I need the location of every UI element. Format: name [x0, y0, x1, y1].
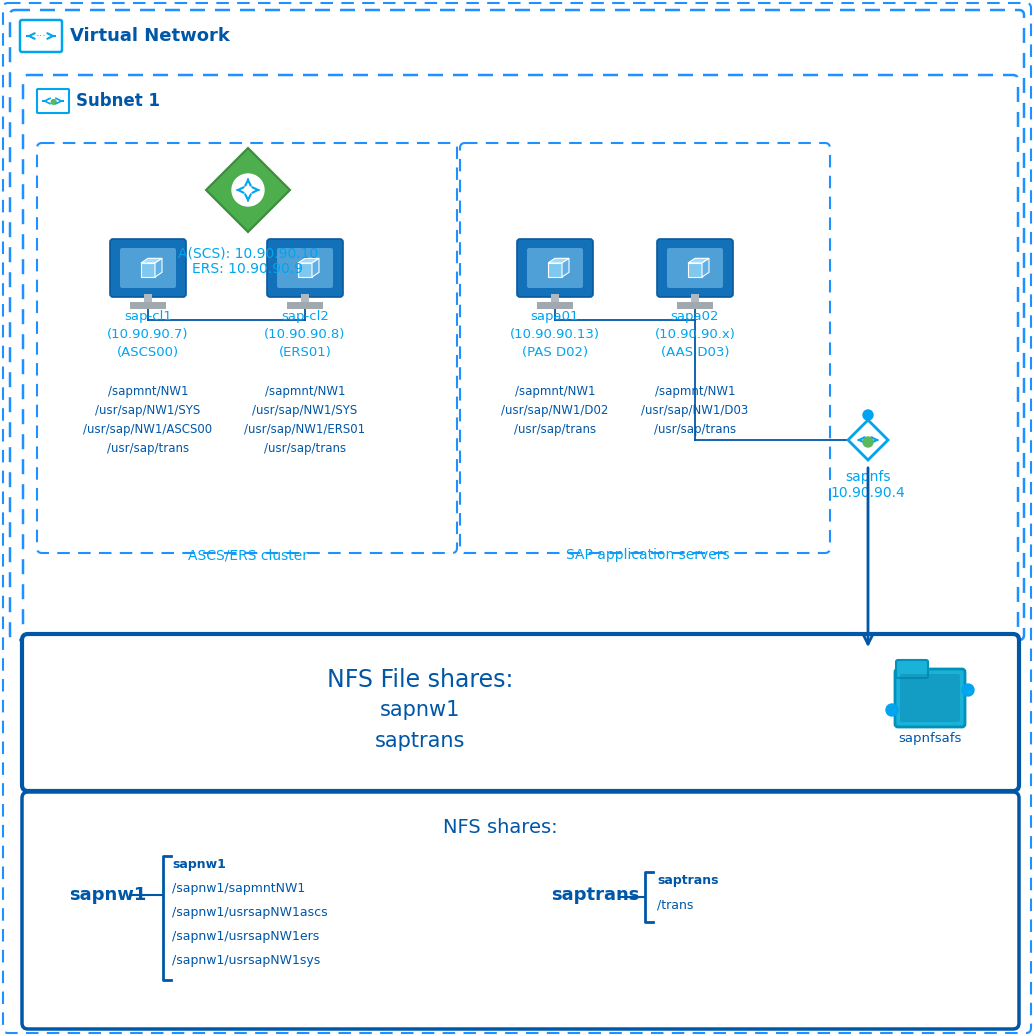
- Text: A(SCS): 10.90.90.10: A(SCS): 10.90.90.10: [178, 246, 318, 260]
- Polygon shape: [206, 148, 290, 232]
- Text: SAP application servers: SAP application servers: [567, 548, 730, 562]
- FancyBboxPatch shape: [22, 792, 1018, 1029]
- FancyBboxPatch shape: [517, 239, 594, 297]
- FancyBboxPatch shape: [144, 294, 152, 303]
- FancyBboxPatch shape: [460, 143, 830, 553]
- Text: NFS File shares:: NFS File shares:: [327, 668, 513, 692]
- Polygon shape: [848, 420, 888, 460]
- Text: /trans: /trans: [657, 898, 694, 911]
- Text: /sapmnt/NW1
/usr/sap/NW1/SYS
/usr/sap/NW1/ERS01
/usr/sap/trans: /sapmnt/NW1 /usr/sap/NW1/SYS /usr/sap/NW…: [244, 385, 366, 455]
- Text: sapnw1: sapnw1: [69, 886, 147, 904]
- Circle shape: [232, 174, 264, 206]
- Polygon shape: [141, 258, 162, 263]
- FancyBboxPatch shape: [23, 75, 1018, 635]
- Text: sap-cl1
(10.90.90.7)
(ASCS00): sap-cl1 (10.90.90.7) (ASCS00): [108, 310, 189, 359]
- Circle shape: [962, 684, 974, 696]
- Text: ●: ●: [50, 96, 57, 106]
- FancyBboxPatch shape: [896, 660, 927, 678]
- FancyBboxPatch shape: [3, 3, 1031, 1033]
- FancyBboxPatch shape: [657, 239, 733, 297]
- FancyBboxPatch shape: [298, 263, 312, 277]
- FancyBboxPatch shape: [22, 634, 1018, 792]
- Text: NFS shares:: NFS shares:: [443, 818, 557, 837]
- Text: /sapnw1/usrsapNW1ers: /sapnw1/usrsapNW1ers: [172, 930, 320, 943]
- Text: 10.90.90.4: 10.90.90.4: [830, 486, 906, 500]
- FancyBboxPatch shape: [287, 303, 323, 309]
- FancyBboxPatch shape: [895, 669, 965, 727]
- Text: sapnw1
saptrans: sapnw1 saptrans: [374, 700, 465, 751]
- FancyBboxPatch shape: [37, 89, 69, 113]
- FancyBboxPatch shape: [551, 294, 559, 303]
- Circle shape: [863, 437, 873, 447]
- Text: saptrans: saptrans: [551, 886, 639, 904]
- Polygon shape: [298, 258, 320, 263]
- FancyBboxPatch shape: [677, 303, 713, 309]
- Polygon shape: [548, 258, 569, 263]
- Text: ERS: 10.90.90.9: ERS: 10.90.90.9: [192, 262, 304, 276]
- Polygon shape: [562, 258, 569, 277]
- Text: sapnw1: sapnw1: [172, 858, 225, 871]
- Text: /sapmnt/NW1
/usr/sap/NW1/SYS
/usr/sap/NW1/ASCS00
/usr/sap/trans: /sapmnt/NW1 /usr/sap/NW1/SYS /usr/sap/NW…: [84, 385, 213, 455]
- Text: /sapmnt/NW1
/usr/sap/NW1/D02
/usr/sap/trans: /sapmnt/NW1 /usr/sap/NW1/D02 /usr/sap/tr…: [501, 385, 609, 436]
- Text: sapnfsafs: sapnfsafs: [899, 732, 962, 745]
- Text: /sapmnt/NW1
/usr/sap/NW1/D03
/usr/sap/trans: /sapmnt/NW1 /usr/sap/NW1/D03 /usr/sap/tr…: [641, 385, 749, 436]
- Circle shape: [863, 410, 873, 420]
- FancyBboxPatch shape: [301, 294, 309, 303]
- FancyBboxPatch shape: [691, 294, 699, 303]
- Text: sapa02
(10.90.90.x)
(AAS D03): sapa02 (10.90.90.x) (AAS D03): [655, 310, 735, 359]
- Polygon shape: [688, 258, 709, 263]
- Polygon shape: [702, 258, 709, 277]
- FancyBboxPatch shape: [267, 239, 343, 297]
- Text: sapa01
(10.90.90.13)
(PAS D02): sapa01 (10.90.90.13) (PAS D02): [510, 310, 600, 359]
- FancyBboxPatch shape: [20, 20, 62, 52]
- FancyBboxPatch shape: [537, 303, 573, 309]
- Polygon shape: [155, 258, 162, 277]
- Text: ASCS/ERS cluster: ASCS/ERS cluster: [188, 548, 308, 562]
- FancyBboxPatch shape: [527, 248, 583, 288]
- Text: /sapnw1/usrsapNW1sys: /sapnw1/usrsapNW1sys: [172, 954, 321, 967]
- Text: ···: ···: [35, 31, 47, 41]
- Polygon shape: [312, 258, 320, 277]
- FancyBboxPatch shape: [110, 239, 186, 297]
- Text: Virtual Network: Virtual Network: [70, 27, 230, 45]
- Text: /sapnw1/sapmntNW1: /sapnw1/sapmntNW1: [172, 882, 305, 895]
- Text: Subnet 1: Subnet 1: [77, 92, 160, 110]
- Circle shape: [886, 704, 898, 716]
- FancyBboxPatch shape: [141, 263, 155, 277]
- FancyBboxPatch shape: [667, 248, 723, 288]
- FancyBboxPatch shape: [277, 248, 333, 288]
- FancyBboxPatch shape: [548, 263, 562, 277]
- Text: sap-cl2
(10.90.90.8)
(ERS01): sap-cl2 (10.90.90.8) (ERS01): [265, 310, 345, 359]
- FancyBboxPatch shape: [120, 248, 176, 288]
- FancyBboxPatch shape: [10, 10, 1024, 640]
- Text: /sapnw1/usrsapNW1ascs: /sapnw1/usrsapNW1ascs: [172, 906, 328, 919]
- FancyBboxPatch shape: [37, 143, 457, 553]
- Text: sapnfs: sapnfs: [845, 470, 890, 484]
- FancyBboxPatch shape: [688, 263, 702, 277]
- FancyBboxPatch shape: [130, 303, 166, 309]
- Text: saptrans: saptrans: [657, 874, 719, 887]
- FancyBboxPatch shape: [900, 674, 960, 722]
